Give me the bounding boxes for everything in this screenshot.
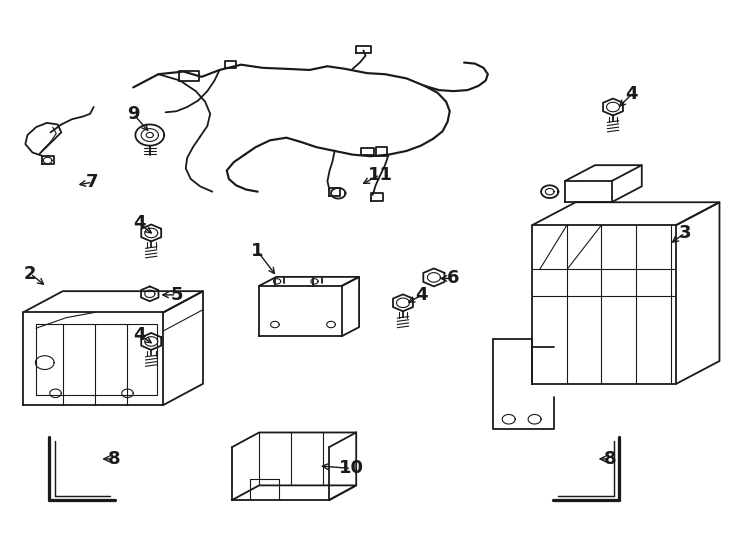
Text: 7: 7: [86, 173, 98, 191]
Text: 8: 8: [107, 450, 120, 468]
Text: 9: 9: [127, 105, 139, 123]
Text: 5: 5: [170, 286, 183, 304]
Text: 4: 4: [625, 85, 638, 103]
Text: 1: 1: [252, 242, 264, 260]
Text: 2: 2: [24, 265, 37, 283]
Text: 6: 6: [447, 269, 459, 287]
Text: 8: 8: [604, 450, 617, 468]
Text: 4: 4: [133, 214, 145, 232]
Text: 10: 10: [338, 460, 363, 477]
Text: 4: 4: [415, 286, 427, 305]
Text: 3: 3: [679, 224, 691, 242]
Text: 11: 11: [368, 166, 393, 184]
Text: 4: 4: [133, 326, 145, 343]
